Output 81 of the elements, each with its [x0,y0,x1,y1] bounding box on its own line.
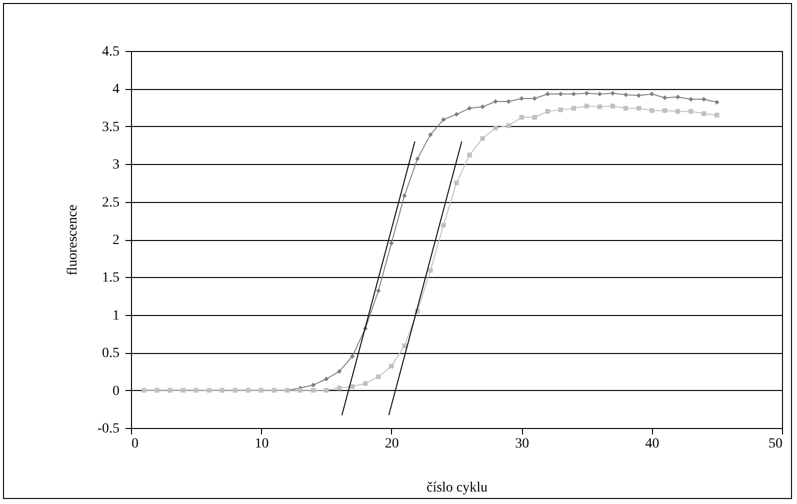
y-tick-label: 2 [112,233,120,248]
point [662,108,668,113]
point [702,96,706,102]
point [623,106,628,111]
point [493,99,498,104]
point [454,180,459,186]
point [480,104,485,110]
point [532,96,537,101]
point [298,388,303,393]
point [649,108,654,113]
point [571,106,576,111]
point [623,92,628,98]
point [584,104,590,108]
point [376,288,381,294]
point [467,152,472,158]
point [454,112,459,117]
y-tick-label: 0.5 [102,346,120,362]
point [571,92,576,96]
point [467,106,472,111]
point [310,388,316,393]
y-tick-label: 3.5 [102,120,120,135]
point [558,107,564,112]
point [675,108,680,114]
x-tick-label: 0 [132,436,138,452]
point [597,92,602,96]
y-tick-label: 1.5 [102,270,120,286]
point [519,115,524,120]
point [402,193,407,198]
x-tick-label: 30 [515,436,530,452]
y-tick-label: 4.5 [102,44,120,60]
point [310,382,316,388]
point [428,132,433,138]
point [324,376,329,382]
point [480,136,485,141]
point [493,126,498,130]
point [545,108,550,114]
point [336,386,342,390]
x-tick-label: 50 [768,436,782,452]
x-axis-title: číslo cyklu [426,480,488,496]
point [688,96,694,102]
point [662,95,668,100]
y-tick-label: 0 [112,384,120,399]
point [584,90,590,96]
point [441,117,446,122]
y-tick-label: 4 [112,82,120,98]
point [441,222,446,228]
point [714,112,720,118]
y-tick-label: 3 [112,158,120,173]
point [675,94,680,100]
point [402,343,407,348]
point [350,384,355,389]
point [702,111,706,116]
point [363,381,368,386]
point [688,108,694,114]
point [389,240,394,246]
x-tick-label: 20 [384,436,399,452]
point [714,100,720,105]
y-tick-label: 1 [112,308,120,324]
point [519,96,524,101]
point [610,104,616,108]
point [324,388,329,393]
point [597,104,602,110]
point [415,156,420,162]
point [636,106,642,111]
y-tick-label: 2.5 [102,195,120,210]
point [610,90,616,96]
point [428,268,433,273]
y-axis-title: fluorescence [65,204,80,276]
x-tick-label: 10 [254,436,269,452]
x-tick-label: 40 [645,436,660,452]
point [350,354,355,359]
y-tick-label: -0.5 [97,422,120,436]
point [389,364,394,369]
point [545,92,550,96]
point [336,369,342,374]
point [506,123,511,128]
point [532,115,537,120]
point [376,374,381,380]
point [506,99,511,104]
point [649,92,654,96]
point [636,93,642,98]
